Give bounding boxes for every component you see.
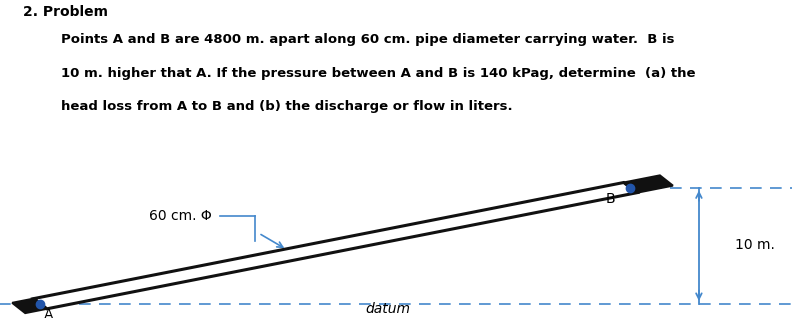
- Text: Points A and B are 4800 m. apart along 60 cm. pipe diameter carrying water.  B i: Points A and B are 4800 m. apart along 6…: [61, 33, 674, 46]
- Text: 10 m. higher that A. If the pressure between A and B is 140 kPag, determine  (a): 10 m. higher that A. If the pressure bet…: [61, 67, 695, 80]
- Polygon shape: [624, 176, 673, 193]
- Polygon shape: [34, 183, 637, 309]
- Polygon shape: [12, 299, 47, 313]
- Text: A: A: [44, 308, 53, 318]
- Text: B: B: [606, 192, 616, 206]
- Text: 10 m.: 10 m.: [735, 238, 775, 252]
- Text: 2. Problem: 2. Problem: [23, 5, 107, 19]
- Text: datum: datum: [365, 302, 410, 316]
- Text: 60 cm. Φ: 60 cm. Φ: [149, 209, 213, 223]
- Text: head loss from A to B and (b) the discharge or flow in liters.: head loss from A to B and (b) the discha…: [61, 100, 512, 113]
